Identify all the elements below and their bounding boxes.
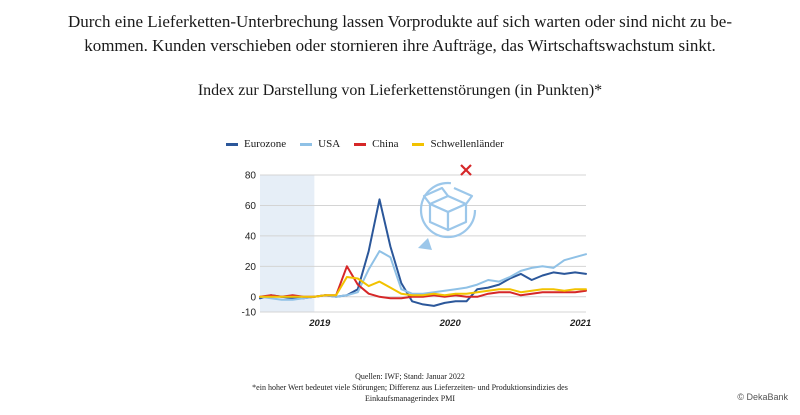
y-tick-label: 60 <box>245 201 257 212</box>
footnote-sources: Quellen: IWF; Stand: Januar 2022 <box>355 372 465 381</box>
legend-item-schwellenlaender: Schwellenländer <box>412 138 504 150</box>
legend-label-schwellenlaender: Schwellenländer <box>430 138 504 150</box>
refresh-arrow-head <box>418 238 432 250</box>
credit: © DekaBank <box>737 392 788 402</box>
box-flap-left <box>422 186 449 205</box>
y-tick-label: 0 <box>250 292 256 303</box>
box-right <box>446 202 468 232</box>
legend-label-usa: USA <box>318 138 341 150</box>
shaded-period <box>260 175 315 312</box>
legend-item-eurozone: Eurozone <box>226 138 286 150</box>
x-tick-label: 2020 <box>439 318 462 329</box>
cross-icon <box>460 164 472 176</box>
y-tick-label: 80 <box>245 171 257 182</box>
chart-title: Index zur Darstellung von Lieferkettenst… <box>197 82 603 99</box>
refresh-arrow-icon <box>419 181 477 239</box>
legend-label-eurozone: Eurozone <box>244 138 287 150</box>
legend-swatch-eurozone <box>226 142 238 146</box>
legend-label-china: China <box>372 138 399 150</box>
footnote: Quellen: IWF; Stand: Januar 2022 *ein ho… <box>230 371 590 404</box>
legend-swatch-schwellenlaender <box>412 142 425 146</box>
footnote-note: *ein hoher Wert bedeutet viele Störungen… <box>252 383 568 403</box>
legend-item-china: China <box>354 138 398 150</box>
chart-legend: Eurozone USA China Schwellenländer <box>226 138 504 150</box>
legend-item-usa: USA <box>300 138 340 150</box>
line-chart: 80 60 40 20 0 -10 2019 2020 2021 <box>242 164 591 329</box>
legend-swatch-usa <box>300 142 313 146</box>
x-tick-label: 2019 <box>308 318 331 329</box>
intro-text: Durch eine Lieferketten-Unterbrechung la… <box>67 12 733 55</box>
y-tick-label: 40 <box>245 231 257 242</box>
y-tick-label: -10 <box>242 308 257 319</box>
box-icon <box>418 181 477 250</box>
box-flap-right <box>453 186 474 205</box>
series-line-schwellenlnder <box>259 276 587 298</box>
y-tick-label: 20 <box>245 262 257 273</box>
x-tick-label: 2021 <box>569 318 591 329</box>
legend-swatch-china <box>354 142 367 146</box>
